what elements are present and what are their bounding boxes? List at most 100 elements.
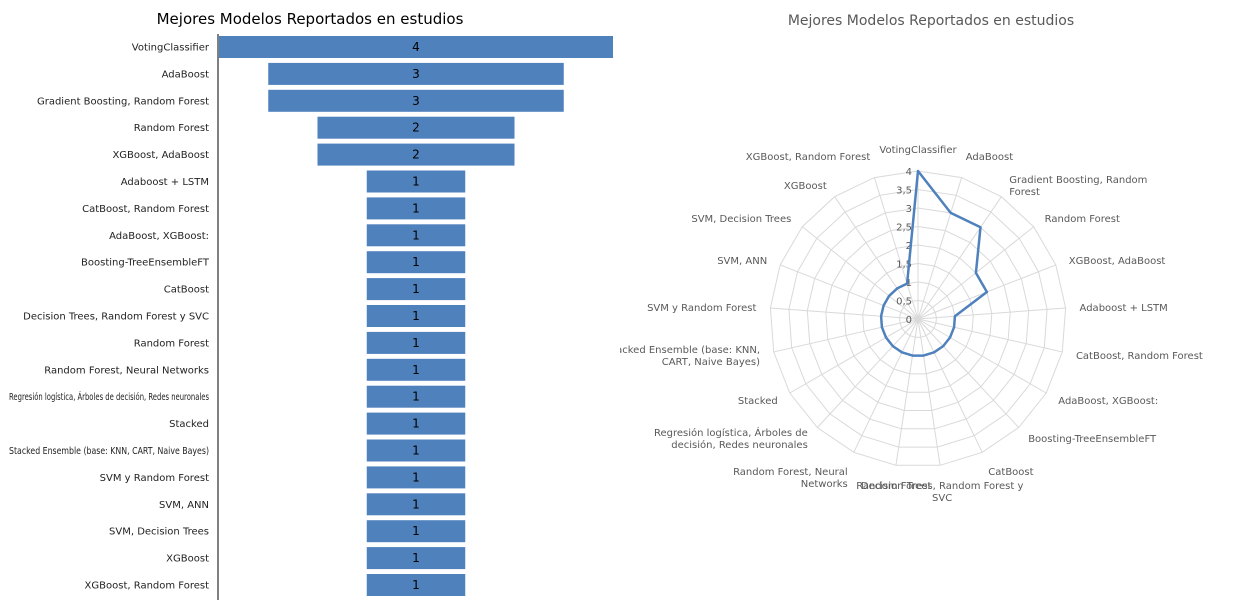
category-label-line: CatBoost, Random Forest (1076, 351, 1203, 362)
bar (366, 385, 466, 408)
category-label: SVM, Decision Trees (109, 527, 209, 538)
category-label: Stacked Ensemble (base: KNN, CART, Naive… (9, 446, 209, 457)
category-label: Boosting-TreeEnsembleFT (1028, 434, 1157, 445)
grid-spoke (917, 196, 1002, 320)
category-label: Random Forest (134, 338, 209, 349)
category-label: CatBoost (988, 467, 1033, 478)
category-label: Stacked Ensemble (base: KNN, CART, Naive … (620, 345, 760, 368)
category-label-line: Gradient Boosting, Random (1009, 175, 1147, 186)
radial-tick-label: 0 (906, 315, 912, 326)
grid-spoke (917, 307, 1066, 320)
data-label: 3 (412, 67, 420, 81)
grid-spoke (789, 318, 919, 394)
data-label: 1 (412, 470, 420, 484)
category-label: XGBoost (166, 554, 209, 565)
bar (366, 574, 466, 596)
bar (219, 36, 613, 58)
category-label: Decision Trees, Random Forest y SVC (861, 481, 1024, 504)
bar (268, 89, 564, 112)
grid-spoke (816, 318, 919, 428)
data-label: 2 (412, 148, 420, 162)
category-label-line: SVM y Random Forest (647, 303, 756, 314)
radial-tick-label: 2,5 (896, 223, 912, 234)
category-label: Adaboost + LSTM (1080, 303, 1168, 314)
category-label: XGBoost, Random Forest (85, 581, 210, 592)
category-label: Decision Trees, Random Forest y SVC (23, 312, 209, 323)
category-label: CatBoost, Random Forest (1076, 351, 1203, 362)
data-label: 1 (412, 228, 420, 242)
category-label: SVM, ANN (717, 256, 767, 267)
category-label: SVM, Decision Trees (691, 214, 791, 225)
data-label: 1 (412, 336, 420, 350)
category-label-line: AdaBoost, XGBoost: (1058, 396, 1158, 407)
category-label-line: SVC (932, 493, 952, 504)
category-label: XGBoost, Random Forest (746, 152, 871, 163)
category-label-line: CatBoost (988, 467, 1033, 478)
grid-ring (806, 207, 1030, 430)
category-label-line: SVM, ANN (717, 256, 767, 267)
data-label: 1 (412, 201, 420, 215)
category-label: SVM y Random Forest (647, 303, 756, 314)
category-label-line: Stacked (738, 396, 778, 407)
category-label: AdaBoost (966, 152, 1013, 163)
category-label-line: Networks (801, 479, 848, 490)
category-label: Random Forest, Neural Networks (733, 467, 848, 490)
bar (366, 520, 466, 543)
bar (366, 547, 466, 570)
category-label-line: VotingClassifier (879, 145, 957, 156)
category-label: Random Forest (1045, 214, 1120, 225)
category-label: AdaBoost (162, 69, 209, 80)
grid-ring (862, 262, 974, 375)
bar (366, 170, 466, 193)
radial-tick-label: 1,5 (896, 260, 912, 271)
category-label: SVM y Random Forest (100, 473, 209, 484)
grid-spoke (834, 196, 919, 320)
grid-spoke (853, 318, 919, 453)
category-label-line: Boosting-TreeEnsembleFT (1028, 434, 1157, 445)
category-label-line: Stacked Ensemble (base: KNN, (620, 345, 760, 356)
radial-tick-label: 3,5 (896, 186, 912, 197)
category-label: SVM, ANN (159, 500, 209, 511)
category-label: CatBoost (164, 285, 209, 296)
category-label-line: AdaBoost (966, 152, 1013, 163)
chart-title: Mejores Modelos Reportados en estudios (157, 10, 464, 28)
category-label: CatBoost, Random Forest (82, 204, 209, 215)
grid-spoke (917, 318, 1020, 428)
data-label: 1 (412, 444, 420, 458)
category-label: Gradient Boosting, Random Forest (1009, 175, 1147, 198)
data-label: 1 (412, 255, 420, 269)
category-label: VotingClassifier (132, 43, 210, 54)
data-label: 1 (412, 551, 420, 565)
bar (366, 439, 466, 462)
grid-spoke (895, 318, 919, 466)
data-label: 4 (412, 40, 420, 54)
grid-ring (788, 188, 1048, 448)
category-label: Random Forest, Neural Networks (44, 365, 209, 376)
data-label: 1 (412, 309, 420, 323)
radial-tick-label: 2 (906, 241, 912, 252)
bar (366, 224, 466, 247)
category-label: AdaBoost, XGBoost: (1058, 396, 1158, 407)
radial-tick-label: 1 (906, 278, 912, 289)
bar (366, 305, 466, 327)
data-label: 1 (412, 417, 420, 431)
category-label-line: XGBoost, Random Forest (746, 152, 871, 163)
grid-spoke (917, 318, 1063, 353)
data-label: 1 (412, 524, 420, 538)
grid-ring (825, 225, 1011, 411)
category-label: Stacked (169, 419, 209, 430)
radial-tick-label: 0,5 (896, 297, 912, 308)
bar (366, 251, 466, 274)
grid-spoke (780, 264, 919, 320)
bar (366, 466, 466, 489)
category-label-line: CART, Naive Bayes) (662, 357, 760, 368)
category-label: Random Forest (856, 481, 931, 492)
category-label-line: Random Forest (856, 481, 931, 492)
category-label-line: Forest (1009, 187, 1040, 198)
grid-spoke (917, 318, 1047, 394)
data-label: 1 (412, 282, 420, 296)
data-label: 2 (412, 121, 420, 135)
bar (366, 412, 466, 435)
data-label: 1 (412, 363, 420, 377)
data-label: 1 (412, 175, 420, 189)
